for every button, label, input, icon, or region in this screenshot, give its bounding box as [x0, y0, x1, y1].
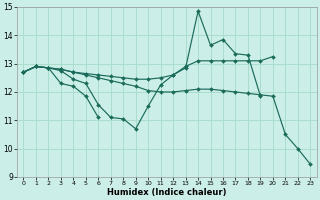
X-axis label: Humidex (Indice chaleur): Humidex (Indice chaleur)	[107, 188, 227, 197]
